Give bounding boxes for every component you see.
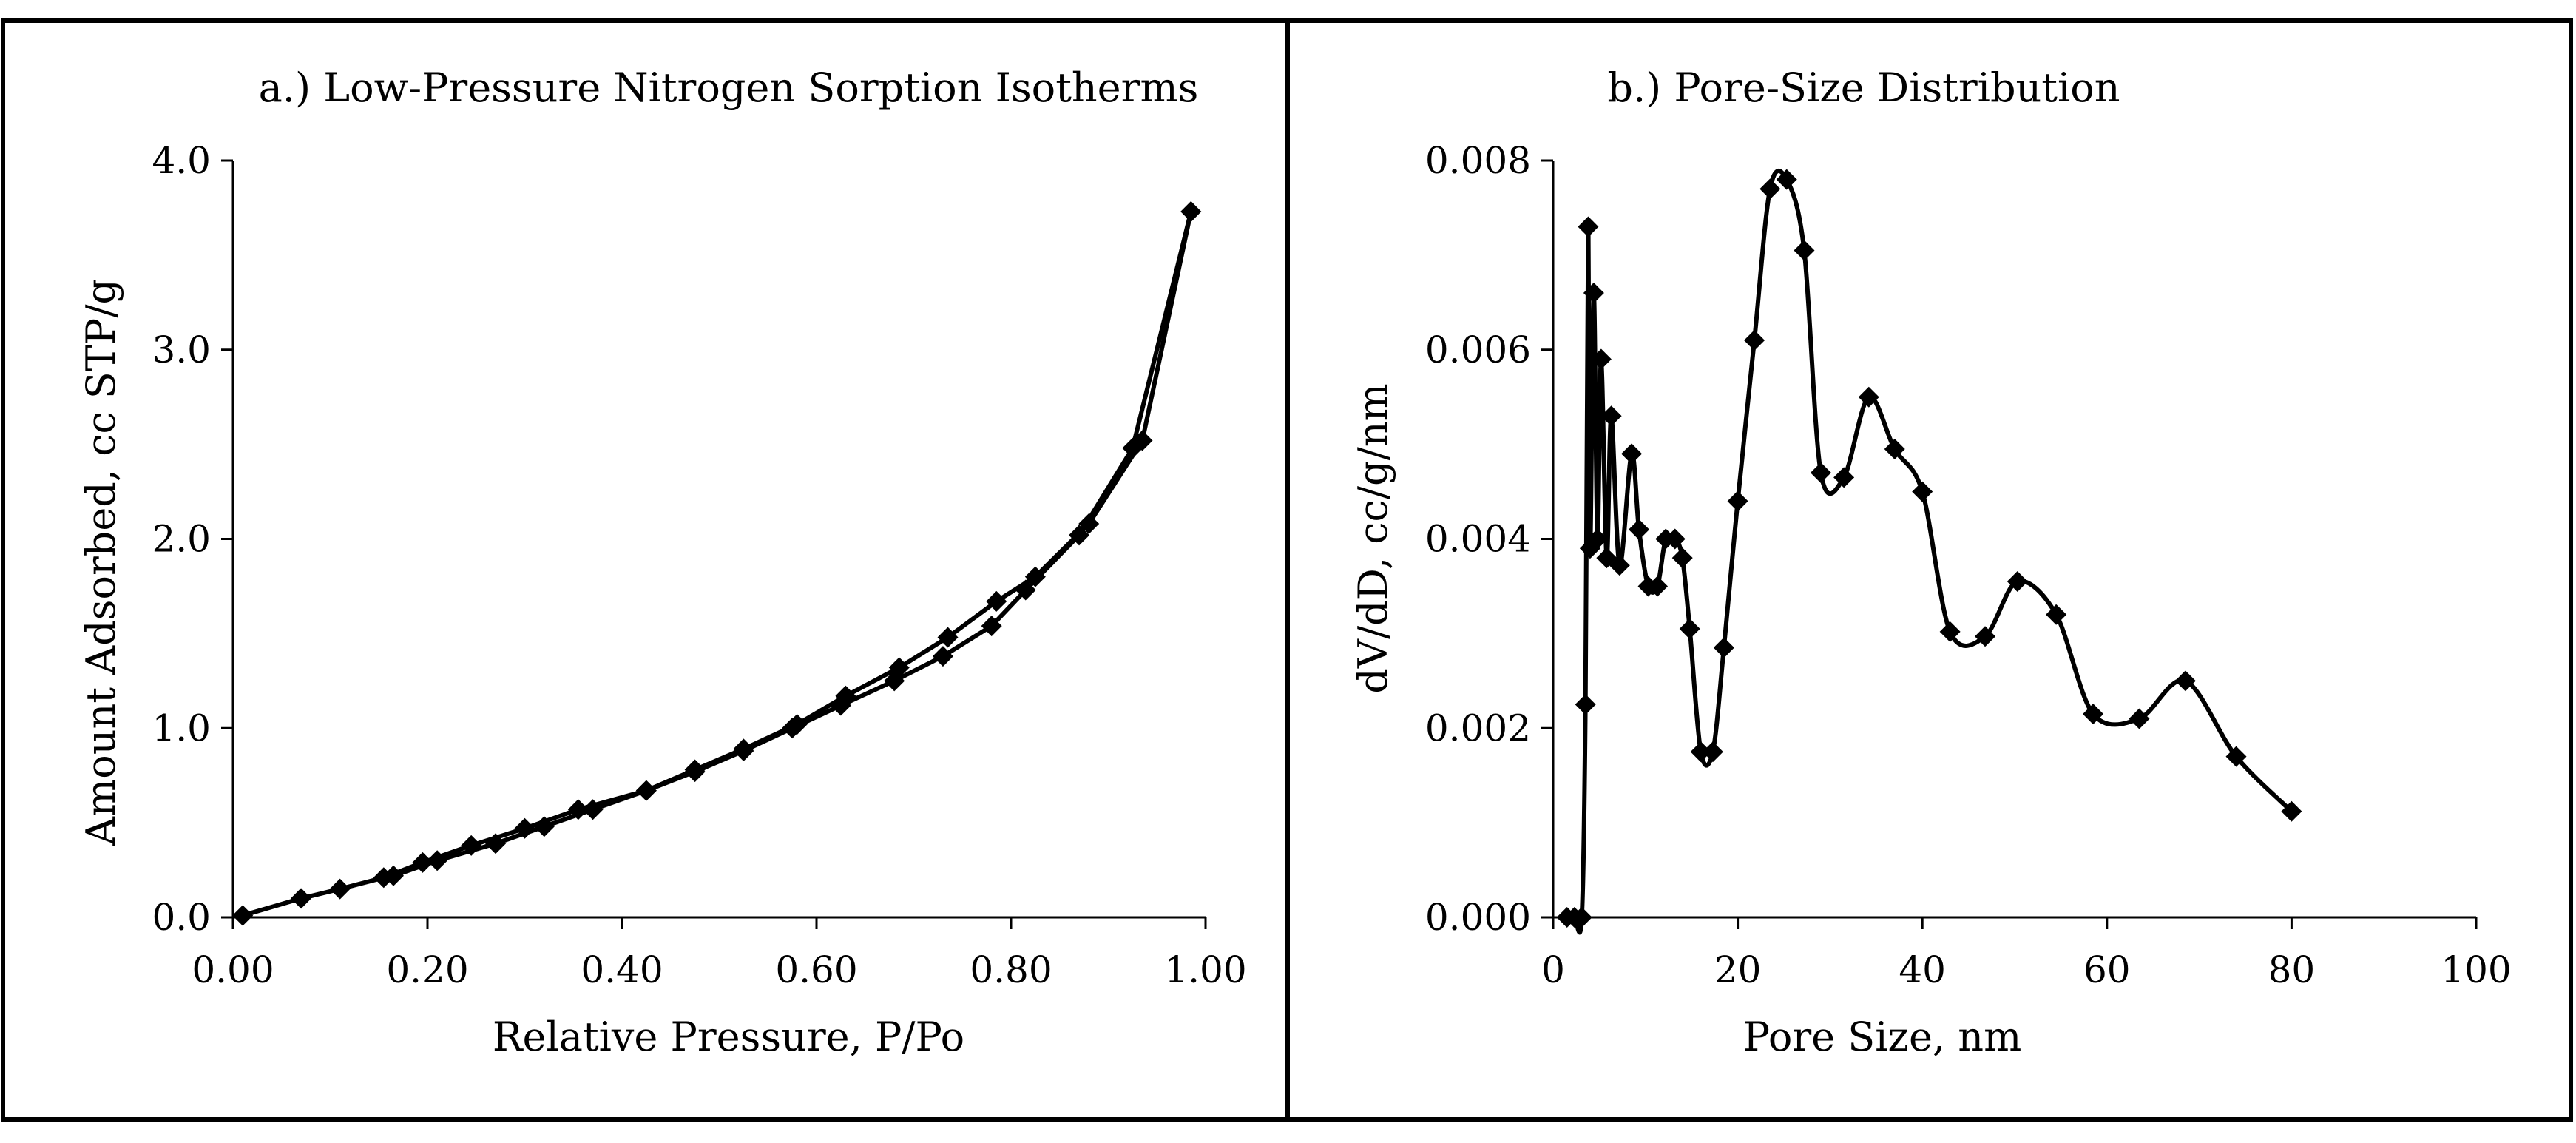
y-axis-label: dV/dD, cc/g/nm bbox=[1350, 383, 1396, 693]
data-point-marker bbox=[937, 627, 959, 648]
data-point-marker bbox=[1015, 579, 1036, 601]
data-point-marker bbox=[986, 590, 1007, 612]
y-tick-label: 4.0 bbox=[152, 139, 211, 182]
data-point-marker bbox=[1586, 528, 1608, 550]
data-point-marker bbox=[427, 850, 448, 871]
data-point-marker bbox=[461, 835, 482, 856]
y-tick-label: 0.004 bbox=[1425, 518, 1531, 561]
data-point-marker bbox=[1583, 283, 1604, 304]
data-point-marker bbox=[2225, 746, 2247, 767]
x-tick-label: 60 bbox=[2083, 948, 2131, 991]
data-point-marker bbox=[1759, 178, 1781, 200]
data-point-marker bbox=[635, 780, 657, 801]
x-tick-label: 100 bbox=[2441, 948, 2511, 991]
data-point-marker bbox=[1939, 621, 1961, 642]
data-point-marker bbox=[1078, 513, 1100, 535]
data-point-marker bbox=[2007, 571, 2028, 593]
data-point-marker bbox=[1744, 329, 1765, 351]
data-point-marker bbox=[1727, 490, 1748, 512]
x-tick-label: 0.60 bbox=[775, 948, 857, 991]
y-tick-label: 0.002 bbox=[1425, 707, 1531, 749]
data-point-marker bbox=[1621, 443, 1643, 465]
x-tick-label: 40 bbox=[1899, 948, 1946, 991]
data-point-marker bbox=[1794, 240, 1815, 261]
data-point-marker bbox=[1679, 618, 1700, 639]
data-point-marker bbox=[1024, 566, 1046, 587]
y-tick-label: 3.0 bbox=[152, 328, 211, 371]
data-point-marker bbox=[786, 714, 808, 735]
data-point-marker bbox=[2174, 670, 2196, 692]
data-point-marker bbox=[412, 852, 433, 873]
y-tick-label: 0.006 bbox=[1425, 328, 1531, 371]
y-tick-label: 2.0 bbox=[152, 518, 211, 561]
data-point-marker bbox=[981, 616, 1002, 637]
panel-b: b.) Pore-Size Distribution Pore Size, nm… bbox=[1350, 64, 2512, 1060]
data-point-marker bbox=[932, 646, 953, 667]
y-axis-label: Amount Adsorbed, cc STP/g bbox=[78, 279, 124, 846]
x-axis-label: Pore Size, nm bbox=[1743, 1014, 2022, 1060]
data-point-marker bbox=[1912, 481, 1933, 502]
data-point-marker bbox=[382, 865, 404, 886]
data-point-marker bbox=[1833, 467, 1855, 488]
panel-a: a.) Low-Pressure Nitrogen Sorption Isoth… bbox=[78, 64, 1247, 1060]
data-point-marker bbox=[1671, 547, 1693, 569]
data-point-marker bbox=[533, 816, 555, 837]
panel-a-frame bbox=[1, 18, 1290, 1122]
data-point-marker bbox=[1975, 626, 1996, 647]
data-point-marker bbox=[1180, 201, 1202, 223]
data-point-marker bbox=[567, 799, 589, 820]
data-point-marker bbox=[1609, 555, 1630, 576]
data-point-marker bbox=[1575, 694, 1596, 715]
data-point-marker bbox=[684, 759, 706, 780]
data-point-marker bbox=[1132, 430, 1153, 451]
data-point-marker bbox=[2083, 704, 2104, 725]
x-axis-label: Relative Pressure, P/Po bbox=[493, 1014, 964, 1060]
y-tick-label: 0.000 bbox=[1425, 896, 1531, 939]
y-tick-label: 1.0 bbox=[152, 707, 211, 749]
data-point-marker bbox=[1810, 462, 1831, 483]
panel-b-frame bbox=[1285, 18, 2573, 1122]
x-tick-label: 0 bbox=[1541, 948, 1565, 991]
data-point-marker bbox=[835, 685, 856, 707]
data-point-marker bbox=[329, 878, 351, 900]
data-point-marker bbox=[1578, 216, 1599, 237]
data-point-marker bbox=[232, 905, 254, 926]
y-tick-label: 0.0 bbox=[152, 896, 211, 939]
data-point-marker bbox=[1690, 741, 1711, 763]
data-point-marker bbox=[1702, 741, 1723, 763]
data-point-marker bbox=[2046, 604, 2067, 625]
data-point-marker bbox=[1664, 528, 1686, 550]
x-tick-label: 1.00 bbox=[1164, 948, 1246, 991]
data-point-marker bbox=[1590, 348, 1612, 370]
data-point-marker bbox=[2281, 800, 2302, 822]
data-point-marker bbox=[1069, 525, 1090, 546]
chart-title: a.) Low-Pressure Nitrogen Sorption Isoth… bbox=[259, 64, 1199, 111]
x-tick-label: 80 bbox=[2268, 948, 2316, 991]
y-tick-label: 0.008 bbox=[1425, 139, 1531, 182]
data-point-marker bbox=[582, 799, 604, 820]
x-tick-label: 0.20 bbox=[386, 948, 468, 991]
data-point-marker bbox=[291, 888, 312, 909]
data-point-marker bbox=[1713, 637, 1734, 658]
data-point-marker bbox=[485, 833, 507, 854]
x-tick-label: 0.80 bbox=[970, 948, 1052, 991]
data-point-marker bbox=[1858, 386, 1879, 408]
data-point-marker bbox=[1776, 169, 1797, 190]
data-point-marker bbox=[1600, 405, 1622, 427]
x-tick-label: 20 bbox=[1714, 948, 1762, 991]
x-tick-label: 0.40 bbox=[581, 948, 663, 991]
data-point-marker bbox=[2129, 708, 2150, 729]
data-point-marker bbox=[514, 817, 535, 839]
data-point-marker bbox=[733, 738, 754, 760]
data-point-marker bbox=[1884, 439, 1905, 460]
chart-title: b.) Pore-Size Distribution bbox=[1607, 64, 2120, 111]
data-point-marker bbox=[1647, 576, 1669, 597]
data-point-marker bbox=[888, 657, 910, 678]
x-tick-label: 0.00 bbox=[192, 948, 274, 991]
data-point-marker bbox=[1629, 519, 1650, 540]
